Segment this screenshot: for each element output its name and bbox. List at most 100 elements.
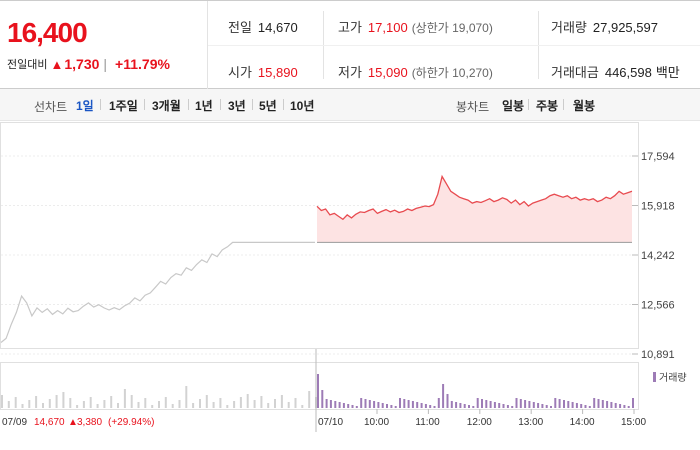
amount-value: 446,598 (604, 65, 652, 80)
volume-bar (390, 405, 393, 408)
tab-1d[interactable]: 1일 (76, 99, 94, 113)
tab-1y[interactable]: 1년 (195, 99, 213, 113)
volume-bar (219, 398, 222, 408)
tab-daily-candle[interactable]: 일봉 (502, 99, 525, 113)
y-tick-label: 14,242 (641, 250, 675, 262)
prev-change-label: 3,380 (77, 417, 102, 428)
volume-bar (347, 404, 350, 408)
current-price-box: 16,400 전일대비 ▲ 1,730 | +11.79% (0, 1, 208, 89)
volume-bar (528, 401, 531, 408)
volume-bar (117, 403, 119, 408)
tab-weekly-candle[interactable]: 주봉 (536, 99, 559, 113)
time-tick-label: 14:00 (570, 417, 595, 428)
time-tick-label: 12:00 (467, 417, 492, 428)
tab-separator (220, 99, 221, 110)
lower-limit: (하한가 10,270) (411, 66, 493, 80)
volume-bar (199, 399, 201, 408)
tab-separator (563, 99, 564, 110)
volume-bar (164, 397, 167, 408)
y-tick-label: 12,566 (641, 300, 675, 312)
volume-bar (403, 399, 406, 408)
volume-bar (411, 401, 414, 408)
tab-separator (252, 99, 253, 110)
volume-bar (476, 398, 479, 408)
volume-bar (580, 404, 583, 408)
volume-bar (178, 400, 181, 408)
volume-bar (368, 400, 371, 408)
volume-bar (351, 405, 354, 408)
y-tick-label: 15,918 (641, 201, 675, 213)
volume-bar (459, 403, 462, 408)
change-label: 전일대비 (7, 59, 48, 71)
today-date-label: 07/10 (318, 417, 343, 428)
volume-bar (450, 401, 453, 408)
volume-bar (442, 384, 445, 408)
volume-bar (294, 398, 297, 408)
volume-bar (519, 399, 522, 408)
change-rate: +11.79% (115, 56, 170, 72)
volume-bar (301, 405, 304, 408)
volume-bar (424, 404, 427, 408)
line-chart-label: 선차트 (34, 100, 68, 114)
volume-bar (28, 400, 31, 408)
volume-bar (55, 395, 58, 408)
volume-bar (21, 404, 24, 408)
volume-bar (171, 404, 174, 408)
candle-chart-label: 봉차트 (456, 100, 490, 114)
volume-bar (317, 374, 319, 408)
volume-bar (554, 398, 557, 408)
up-arrow-icon: ▲ (50, 56, 64, 72)
tab-3m[interactable]: 3개월 (152, 99, 181, 113)
volume-bar (623, 405, 626, 408)
tab-monthly-candle[interactable]: 월봉 (573, 99, 596, 113)
tab-3y[interactable]: 3년 (228, 99, 246, 113)
amount-label: 거래대금 (551, 65, 599, 80)
volume-bar (627, 406, 630, 408)
volume-bar (429, 405, 432, 408)
prev-close-value: 14,670 (257, 20, 298, 35)
high-cell: 고가 17,100 (상한가 19,070) (338, 17, 493, 36)
volume-bar (226, 405, 229, 408)
volume-bar (437, 398, 440, 408)
volume-bar (48, 399, 51, 408)
volume-bar (82, 401, 85, 408)
volume-cell: 거래량 27,925,597 (551, 17, 658, 36)
volume-legend: 거래량 (659, 372, 687, 384)
volume-bar (489, 401, 492, 408)
open-label: 시가 (228, 65, 252, 80)
volume-bar (416, 402, 419, 408)
volume-label: 거래량 (551, 20, 587, 35)
tab-10y[interactable]: 10년 (290, 99, 315, 113)
volume-bar (541, 404, 544, 408)
tab-5y[interactable]: 5년 (259, 99, 277, 113)
volume-bar (76, 405, 79, 408)
amount-cell: 거래대금 446,598 백만 (551, 62, 680, 81)
volume-bar (308, 391, 311, 408)
tab-1w[interactable]: 1주일 (109, 99, 138, 113)
volume-bar (571, 402, 574, 408)
volume-plot-frame (0, 362, 639, 410)
volume-bar (550, 406, 552, 408)
volume-bar (506, 405, 509, 408)
prev-close-label: 전일 (228, 20, 252, 35)
volume-bar (7, 401, 10, 408)
volume-bar (558, 399, 561, 408)
volume-bar (158, 401, 160, 408)
volume-bar (137, 402, 140, 408)
volume-bar (338, 402, 341, 408)
volume-bar (325, 399, 328, 408)
tab-separator (100, 99, 101, 110)
volume-bar (342, 403, 345, 408)
volume-bar (502, 404, 505, 408)
volume-bar (498, 403, 501, 408)
row-divider (208, 45, 700, 46)
volume-bar (62, 392, 65, 408)
time-tick-label: 15:00 (621, 417, 646, 428)
low-cell: 저가 15,090 (하한가 10,270) (338, 62, 493, 81)
volume-bar (1, 395, 3, 408)
volume-bar (588, 406, 591, 408)
volume-bar (455, 402, 458, 408)
current-price: 16,400 (7, 17, 88, 48)
volume-bar (233, 401, 236, 408)
y-tick-label: 10,891 (641, 349, 675, 361)
